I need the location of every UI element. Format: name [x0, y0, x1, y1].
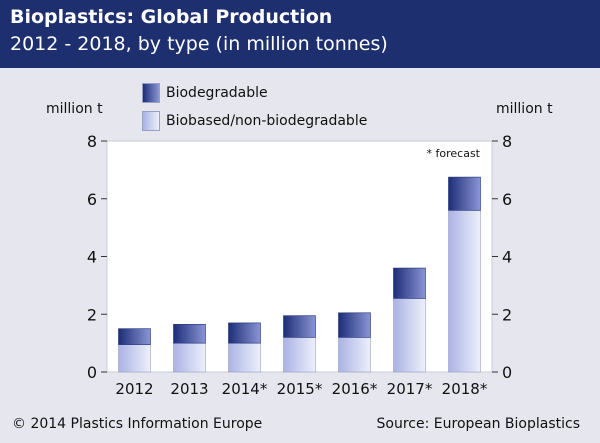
bar-biodegradable — [393, 267, 426, 299]
y-tick-label-left: 2 — [87, 305, 97, 324]
x-tick-label: 2013 — [170, 380, 208, 398]
legend-swatch-nonbiodegradable — [142, 111, 160, 131]
bar-biodegradable — [448, 176, 481, 211]
y-axis-unit-left: million t — [46, 101, 103, 117]
bar-nonbiodegradable — [338, 337, 371, 373]
forecast-note: * forecast — [427, 147, 481, 160]
x-tick-label: 2014* — [222, 380, 268, 398]
y-tick-label-right: 2 — [502, 305, 512, 324]
chart-subtitle: 2012 - 2018, by type (in million tonnes) — [10, 33, 388, 55]
x-tick-label: 2018* — [442, 380, 488, 398]
bar-nonbiodegradable — [228, 342, 261, 373]
footer-copyright: © 2014 Plastics Information Europe — [12, 416, 263, 432]
legend-swatch-biodegradable — [142, 83, 160, 103]
y-tick-label-left: 0 — [87, 363, 97, 382]
bar-nonbiodegradable — [173, 342, 206, 373]
x-tick-label: 2016* — [332, 380, 378, 398]
footer-source: Source: European Bioplastics — [376, 416, 580, 432]
y-tick-label-right: 0 — [502, 363, 512, 382]
y-tick-label-right: 6 — [502, 190, 512, 209]
x-tick-label: 2017* — [387, 380, 433, 398]
x-tick-label: 2012 — [115, 380, 153, 398]
y-tick-label-right: 4 — [502, 248, 512, 267]
legend-label-nonbiodegradable: Biobased/non-biodegradable — [166, 113, 368, 129]
y-axis-unit-right: million t — [496, 101, 553, 117]
bar-biodegradable — [228, 322, 261, 344]
y-tick-label-left: 8 — [87, 132, 97, 151]
legend-item-biodegradable: Biodegradable — [142, 82, 268, 104]
bar-biodegradable — [338, 312, 371, 338]
y-tick-label-left: 4 — [87, 248, 97, 267]
plot-area — [106, 140, 493, 373]
bar-nonbiodegradable — [448, 210, 481, 373]
bar-biodegradable — [173, 324, 206, 344]
bar-biodegradable — [118, 328, 151, 345]
legend-item-nonbiodegradable: Biobased/non-biodegradable — [142, 110, 367, 132]
legend-label-biodegradable: Biodegradable — [166, 85, 268, 101]
chart-title: Bioplastics: Global Production — [10, 6, 333, 28]
x-tick-label: 2015* — [277, 380, 323, 398]
y-tick-label-right: 8 — [502, 132, 512, 151]
bar-biodegradable — [283, 315, 316, 338]
bar-nonbiodegradable — [283, 337, 316, 373]
chart-header: Bioplastics: Global Production 2012 - 20… — [0, 0, 600, 68]
y-tick-label-left: 6 — [87, 190, 97, 209]
bar-nonbiodegradable — [393, 298, 426, 373]
bar-nonbiodegradable — [118, 344, 151, 373]
